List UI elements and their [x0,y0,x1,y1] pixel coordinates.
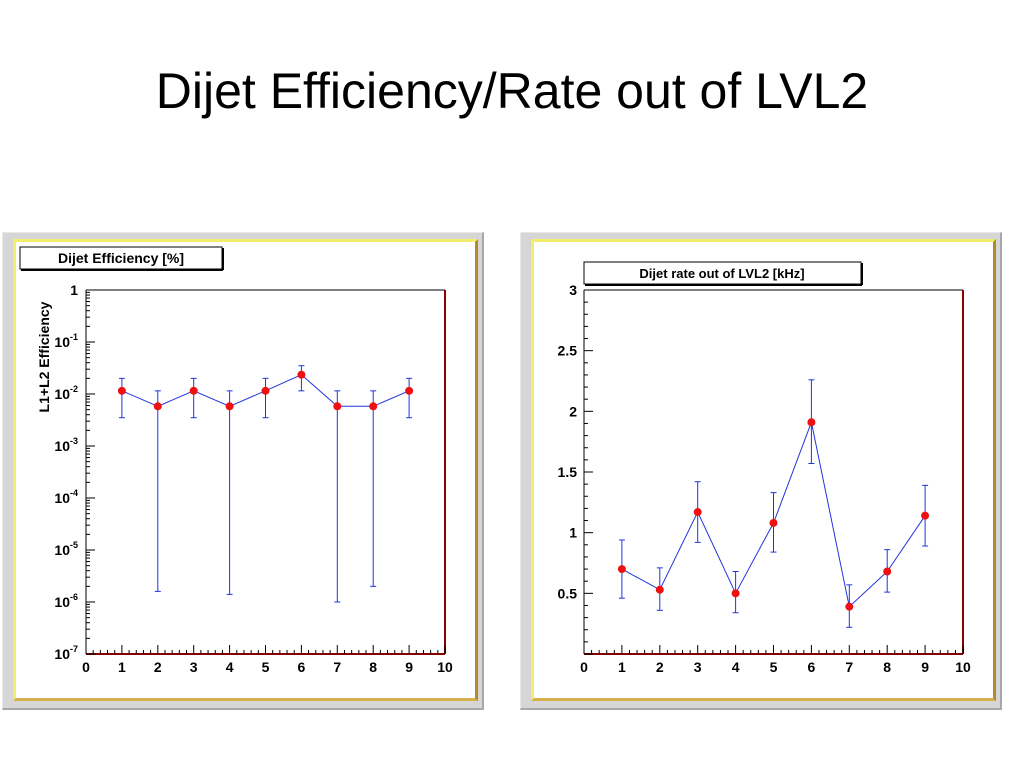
y-tick-label: 10-5 [54,540,78,558]
x-tick-label: 6 [808,659,816,675]
x-tick-label: 0 [580,659,588,675]
slide-title: Dijet Efficiency/Rate out of LVL2 [155,63,869,119]
y-tick-label: 10-1 [54,332,78,350]
x-tick-label: 3 [694,659,702,675]
y-tick-exponent: -1 [70,332,78,342]
y-tick-label: 10-2 [54,384,78,402]
y-tick-label: 10-6 [54,592,78,610]
y-tick-exponent: -4 [70,488,78,498]
chart-title: Dijet Efficiency [%] [58,250,184,266]
x-tick-label: 10 [955,659,971,675]
x-tick-label: 4 [732,659,740,675]
x-tick-label: 9 [921,659,929,675]
data-point [845,602,854,611]
data-point [225,402,234,411]
y-tick-label: 2 [569,403,577,419]
x-tick-label: 9 [405,659,413,675]
data-point [617,565,626,574]
data-point [405,386,414,395]
x-tick-label: 7 [845,659,853,675]
y-tick-label: 3 [569,282,577,298]
y-tick-label: 0.5 [558,585,578,601]
y-tick-label: 1 [70,282,78,298]
rate-chart: 0 1 2 3 4 5 6 7 8 9 10 3 2.5 2 1.5 1 0.5 Dijet rate out … [558,261,971,675]
x-tick-label: 6 [298,659,306,675]
data-point [883,567,892,576]
y-tick-base: 10 [54,542,70,558]
data-point [655,585,664,594]
rate-canvas: 0 1 2 3 4 5 6 7 8 9 10 3 2.5 2 1.5 1 0.5 Dijet rate out … [520,232,1002,710]
y-tick-base: 10 [54,594,70,610]
x-tick-label: 3 [190,659,198,675]
y-tick-exponent: -3 [70,436,78,446]
y-tick-base: 10 [54,334,70,350]
y-tick-base: 10 [54,490,70,506]
data-point [189,386,198,395]
chart-title: Dijet rate out of LVL2 [kHz] [639,266,804,281]
x-tick-label: 7 [333,659,341,675]
y-axis-label: L1+L2 Efficiency [36,301,52,412]
rate-pad: 0 1 2 3 4 5 6 7 8 9 10 3 2.5 2 1.5 1 0.5 Dijet rate out … [531,239,996,701]
x-tick-label: 2 [154,659,162,675]
x-tick-label: 10 [437,659,453,675]
data-point [921,511,930,520]
data-point [117,386,126,395]
x-tick-label: 5 [262,659,270,675]
x-tick-label: 2 [656,659,664,675]
y-tick-label: 1.5 [558,464,578,480]
data-point [297,370,306,379]
x-tick-label: 8 [369,659,377,675]
data-point [693,508,702,517]
y-tick-label: 2.5 [558,343,578,359]
y-tick-exponent: -5 [70,540,78,550]
x-tick-label: 5 [770,659,778,675]
y-tick-label: 10-3 [54,436,78,454]
data-point [369,402,378,411]
y-tick-label: 1 [569,525,577,541]
data-point [731,589,740,598]
data-point [769,518,778,527]
y-tick-base: 10 [54,438,70,454]
data-point [807,418,816,427]
data-point [333,402,342,411]
y-tick-exponent: -6 [70,592,78,602]
y-tick-label: 10-7 [54,644,78,662]
x-tick-label: 8 [883,659,891,675]
data-point [261,386,270,395]
x-tick-label: 1 [118,659,126,675]
y-tick-base: 1 [70,282,78,298]
x-tick-label: 4 [226,659,234,675]
data-point [153,402,162,411]
x-tick-label: 1 [618,659,626,675]
y-tick-exponent: -2 [70,384,78,394]
y-tick-base: 10 [54,646,70,662]
y-tick-label: 10-4 [54,488,78,506]
y-tick-exponent: -7 [70,644,78,654]
y-tick-base: 10 [54,386,70,402]
x-tick-label: 0 [82,659,90,675]
